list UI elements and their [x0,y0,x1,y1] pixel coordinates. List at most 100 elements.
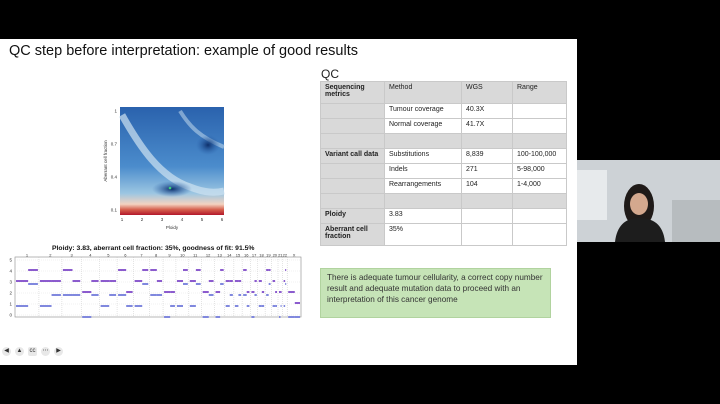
table-cell [320,103,385,119]
header-cell: Sequencing metrics [320,81,385,104]
cn-ytick-label: 4 [9,269,12,274]
heatmap-ytick-label: 0.4 [111,175,118,180]
table-cell [384,193,462,209]
heatmap-xtick-label: 3 [161,217,164,222]
cn-chrom-label: 11 [193,254,198,258]
header-cell: Range [512,81,567,104]
qc-table: Sequencing metrics Method WGS Range Tumo… [320,81,567,246]
cn-chrom-label: 3 [70,254,73,258]
table-cell [461,223,513,246]
heatmap-minimum [152,181,192,197]
table-cell: Variant call data [320,148,385,164]
table-cell [512,103,567,119]
presenter-video-frame [577,160,720,242]
cn-chrom-label: 10 [180,254,185,258]
table-cell [512,133,567,149]
cn-chrom-label: 19 [266,254,271,258]
cn-plot-frame [14,256,302,318]
presenter-video [577,160,720,242]
table-cell: 5-98,000 [512,163,567,179]
cn-chrom-label: 12 [206,254,211,258]
table-row: Variant call data Substitutions 8,839 10… [320,148,567,164]
header-cell: WGS [461,81,513,104]
heatmap-xtick-label: 2 [141,217,144,222]
prev-icon[interactable]: ◀ [2,347,11,356]
pen-icon[interactable]: ▲ [15,347,24,356]
table-row: Rearrangements 104 1-4,000 [320,178,567,194]
presenter-face [630,193,648,215]
heatmap-xlabel: Ploidy [166,225,179,230]
cn-chrom-label: 16 [244,254,249,258]
cn-chrom-label: 4 [89,254,92,258]
table-cell: 41.7X [461,118,513,134]
table-cell [320,163,385,179]
table-cell: Aberrant cell fraction [320,223,385,246]
cn-ytick-label: 3 [9,280,12,285]
heatmap-xtick-label: 6 [221,217,224,222]
table-cell: Normal coverage [384,118,462,134]
heatmap-xtick-label: 1 [121,217,124,222]
slide-title: QC step before interpretation: example o… [9,43,358,59]
cn-ytick-label: 1 [9,302,12,307]
table-cell [461,208,513,224]
header-cell: Method [384,81,462,104]
table-cell: 271 [461,163,513,179]
heatmap-xtick-label: 5 [201,217,204,222]
table-cell: Tumour coverage [384,103,462,119]
cn-chrom-label: 7 [140,254,143,258]
table-cell: 8,839 [461,148,513,164]
heatmap-xtick-label: 4 [181,217,184,222]
ploidy-heatmap: Aberrant cell fraction 1 0.7 0.4 0.1 1 2 3 4 5 6… [103,107,225,230]
table-cell [512,223,567,246]
table-cell: 1-4,000 [512,178,567,194]
presenter-body [615,218,665,242]
qc-heading: QC [321,67,339,81]
table-row: Indels 271 5-98,000 [320,163,567,179]
presentation-slide: QC step before interpretation: example o… [0,39,577,365]
table-cell [320,193,385,209]
cn-chrom-label: 8 [155,254,158,258]
table-row: Aberrant cell fraction 35% [320,223,567,246]
table-cell [320,118,385,134]
table-row: Tumour coverage 40.3X [320,103,567,119]
cn-chrom-label: 9 [168,254,171,258]
table-cell [320,133,385,149]
cn-ytick-label: 5 [9,258,12,263]
cn-plot-title: Ploidy: 3.83, aberrant cell fraction: 35… [52,245,255,252]
cn-chrom-label: 15 [236,254,241,258]
cn-chrom-label: 2 [49,254,52,258]
table-cell [461,193,513,209]
cn-chrom-label: 13 [217,254,222,258]
next-icon[interactable]: ▶ [54,347,63,356]
table-cell: Ploidy [320,208,385,224]
captions-icon[interactable]: cc [28,347,37,356]
heatmap-ylabel: Aberrant cell fraction [103,140,108,182]
cn-chrom-label: 17 [252,254,257,258]
table-cell: Indels [384,163,462,179]
table-cell: 104 [461,178,513,194]
best-fit-marker [168,186,172,190]
table-cell: 100-100,000 [512,148,567,164]
video-shelf [672,200,720,242]
table-cell: 35% [384,223,462,246]
cn-chrom-label: 14 [227,254,232,258]
more-icon[interactable]: ⋯ [41,347,50,356]
table-cell [512,208,567,224]
table-cell: Rearrangements [384,178,462,194]
cn-chrom-label: 18 [259,254,264,258]
table-cell: 3.83 [384,208,462,224]
table-row: Ploidy 3.83 [320,208,567,224]
table-cell [512,193,567,209]
table-row [320,193,567,209]
table-cell [384,133,462,149]
cn-chrom-label: 21 [278,254,283,258]
heatmap-area [120,107,224,215]
cn-chrom-label: 6 [124,254,127,258]
cn-chrom-label: 20 [273,254,278,258]
heatmap-ytick-label: 0.1 [111,208,118,213]
cn-chrom-label: X [293,254,296,258]
table-row: Normal coverage 41.7X [320,118,567,134]
table-cell [461,133,513,149]
